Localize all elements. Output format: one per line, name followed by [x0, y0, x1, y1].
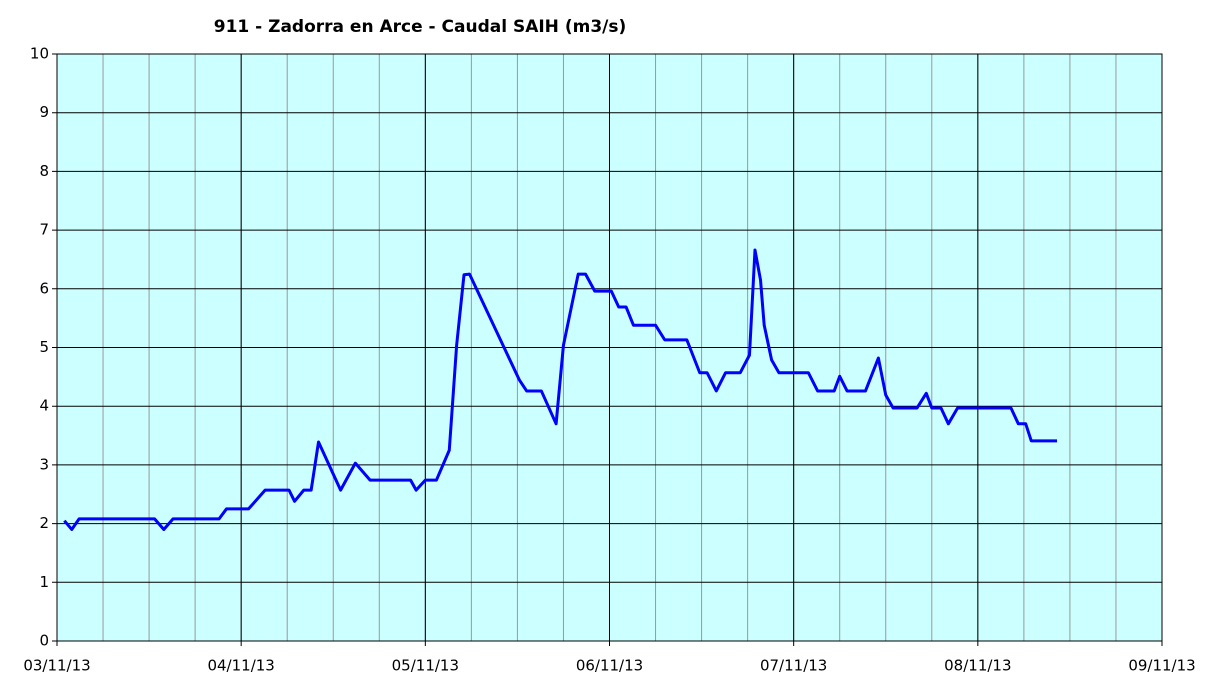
- x-tick-label: 05/11/13: [392, 657, 459, 675]
- y-tick-label: 1: [39, 573, 49, 591]
- x-tick-label: 08/11/13: [944, 657, 1011, 675]
- y-tick-label: 8: [39, 162, 49, 180]
- y-tick-label: 10: [30, 45, 49, 63]
- x-tick-label: 07/11/13: [760, 657, 827, 675]
- y-tick-label: 2: [39, 514, 49, 532]
- y-tick-label: 5: [39, 338, 49, 356]
- x-tick-label: 04/11/13: [207, 657, 274, 675]
- x-tick-label: 03/11/13: [23, 657, 90, 675]
- x-tick-label: 06/11/13: [576, 657, 643, 675]
- y-tick-label: 4: [39, 397, 49, 415]
- y-tick-label: 0: [39, 632, 49, 650]
- data-line: [63, 248, 1058, 531]
- x-tick-label: 09/11/13: [1128, 657, 1195, 675]
- y-tick-label: 3: [39, 455, 49, 473]
- y-tick-label: 9: [39, 103, 49, 121]
- plot-border: [56, 53, 1163, 642]
- y-tick-label: 6: [39, 279, 49, 297]
- chart-title: 911 - Zadorra en Arce - Caudal SAIH (m3/…: [214, 17, 627, 37]
- y-tick-label: 7: [39, 221, 49, 239]
